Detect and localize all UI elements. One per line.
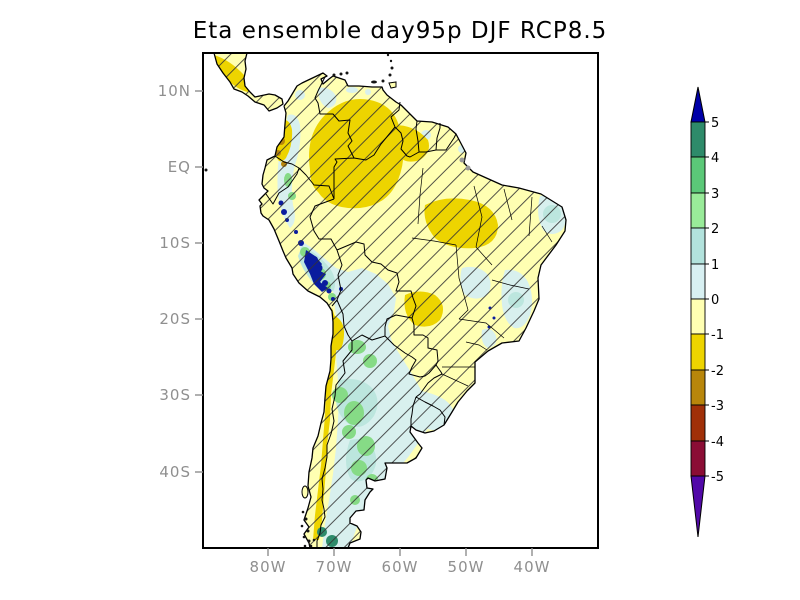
colorbar-seg-m4-m5: [690, 440, 706, 477]
colorbar-seg-3-2: [690, 192, 706, 229]
colorbar-arrow-bottom: [690, 475, 706, 538]
colorbar-labels: 5 4 3 2 1 0 -1 -2 -3 -4 -5: [711, 116, 724, 485]
lat-label-20s: 20S: [159, 310, 191, 328]
cbar-label-2: 2: [711, 222, 719, 237]
cbar-label-4: 4: [711, 151, 719, 166]
plot-title: Eta ensemble day95p DJF RCP8.5: [193, 18, 608, 44]
country-borders: [265, 76, 457, 548]
lat-label-10n: 10N: [158, 82, 191, 100]
cbar-label-m1: -1: [711, 328, 724, 343]
lon-label-80w: 80W: [250, 558, 287, 576]
colorbar: 5 4 3 2 1 0 -1 -2 -3 -4 -5: [690, 86, 724, 538]
colorbar-arrow-top: [690, 86, 706, 123]
colorbar-seg-5-4: [690, 121, 706, 158]
lat-label-30s: 30S: [159, 386, 191, 404]
cbar-label-m3: -3: [711, 399, 724, 414]
colorbar-seg-1-0: [690, 263, 706, 300]
colorbar-seg-0-m1: [690, 298, 706, 335]
state-borders: [411, 167, 553, 387]
cbar-label-m4: -4: [711, 435, 724, 450]
cbar-label-1: 1: [711, 258, 719, 273]
lat-label-40s: 40S: [159, 463, 191, 481]
lon-label-70w: 70W: [316, 558, 353, 576]
island-dots: [204, 53, 471, 548]
colorbar-seg-2-1: [690, 227, 706, 265]
lon-label-60w: 60W: [382, 558, 419, 576]
lon-label-50w: 50W: [448, 558, 485, 576]
cbar-label-5: 5: [711, 116, 719, 131]
lat-label-eq: EQ: [168, 158, 191, 176]
cbar-label-m5: -5: [711, 470, 724, 485]
colorbar-ticks: [705, 121, 709, 477]
colorbar-seg-m2-m3: [690, 369, 706, 406]
colorbar-seg-m3-m4: [690, 404, 706, 442]
lat-label-10s: 10S: [159, 234, 191, 252]
colorbar-seg-m1-m2: [690, 333, 706, 371]
colorbar-seg-4-3: [690, 156, 706, 194]
latitude-axis: 10N EQ 10S 20S 30S 40S: [158, 82, 203, 481]
coastlines: [213, 52, 567, 549]
cbar-label-3: 3: [711, 187, 719, 202]
cbar-label-0: 0: [711, 293, 719, 308]
longitude-axis: 80W 70W 60W 50W 40W: [250, 548, 551, 576]
cbar-label-m2: -2: [711, 364, 724, 379]
lon-label-40w: 40W: [514, 558, 551, 576]
